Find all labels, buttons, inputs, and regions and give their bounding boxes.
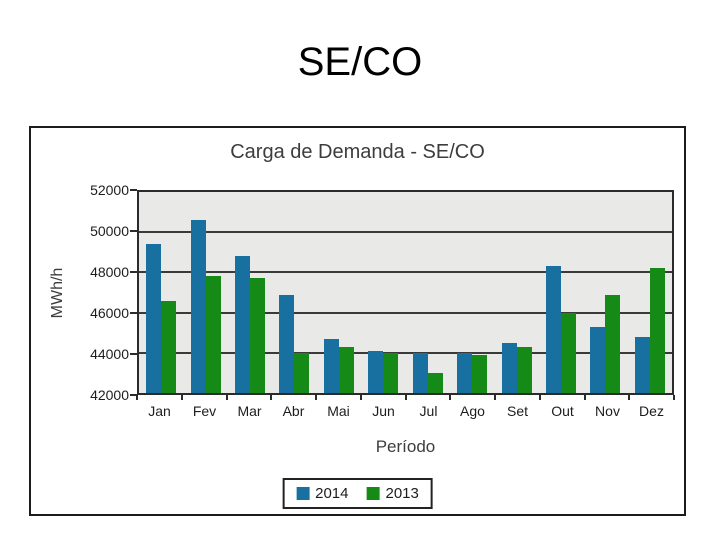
- bar-2014-dez: [634, 337, 650, 393]
- x-tick-mark-5: [360, 395, 362, 400]
- bar-2014-ago: [457, 353, 473, 393]
- x-tick-mark-6: [405, 395, 407, 400]
- y-tick-label-50000: 50000: [90, 223, 129, 239]
- x-tick-mark-8: [494, 395, 496, 400]
- bar-2014-mar: [235, 256, 251, 393]
- x-tick-mark-12: [673, 395, 675, 400]
- bar-group-set: [494, 343, 538, 393]
- x-tick-label-dez: Dez: [639, 403, 664, 419]
- bar-group-dez: [628, 268, 672, 393]
- bar-2013-jan: [161, 301, 177, 393]
- x-tick-label-out: Out: [551, 403, 574, 419]
- bar-2014-jun: [368, 351, 384, 393]
- legend-swatch-2013: [366, 487, 380, 500]
- x-tick-label-abr: Abr: [282, 403, 305, 419]
- y-tick-label-46000: 46000: [90, 305, 129, 321]
- y-tick-mark-46000: [130, 312, 137, 314]
- bar-2014-nov: [590, 327, 606, 393]
- bar-group-jan: [139, 244, 183, 393]
- x-tick-label-jan: Jan: [148, 403, 171, 419]
- bar-2013-dez: [649, 268, 665, 393]
- x-tick-label-jul: Jul: [419, 403, 438, 419]
- bar-2013-set: [516, 347, 532, 393]
- bar-2013-jul: [427, 373, 443, 393]
- legend: 2014 2013: [282, 478, 433, 509]
- y-tick-mark-50000: [130, 230, 137, 232]
- bar-2013-nov: [605, 295, 621, 393]
- x-tick-mark-1: [181, 395, 183, 400]
- x-tick-label-fev: Fev: [192, 403, 217, 419]
- gridline-44000: [139, 352, 672, 354]
- x-tick-mark-7: [449, 395, 451, 400]
- y-tick-label-44000: 44000: [90, 346, 129, 362]
- x-tick-label-mar: Mar: [237, 403, 262, 419]
- bar-2014-fev: [190, 220, 206, 393]
- bar-2013-abr: [294, 353, 310, 393]
- bar-group-out: [539, 266, 583, 393]
- x-tick-mark-2: [226, 395, 228, 400]
- plot-area: [137, 190, 674, 395]
- y-tick-mark-48000: [130, 271, 137, 273]
- x-tick-mark-9: [539, 395, 541, 400]
- bar-2014-jan: [146, 244, 162, 393]
- bar-2013-ago: [472, 355, 488, 393]
- x-tick-mark-4: [315, 395, 317, 400]
- bar-group-ago: [450, 353, 494, 393]
- legend-label-2014: 2014: [315, 485, 349, 502]
- x-tick-mark-3: [270, 395, 272, 400]
- x-tick-label-mai: Mai: [327, 403, 350, 419]
- bar-group-mar: [228, 256, 272, 393]
- x-tick-mark-11: [628, 395, 630, 400]
- x-axis-label: Período: [375, 437, 436, 456]
- bar-2014-out: [546, 266, 561, 393]
- x-tick-label-jun: Jun: [372, 403, 395, 419]
- bar-2014-set: [501, 343, 517, 393]
- bar-group-mai: [317, 339, 361, 393]
- legend-item-2014: 2014: [296, 485, 349, 502]
- bar-2013-jun: [383, 353, 399, 393]
- axis-layer: 52000 50000 48000 46000 44000 42000 Jan Fev Mar A…: [31, 128, 684, 514]
- chart-container: Carga de Demanda - SE/CO MWh/h 52000 5000…: [29, 126, 686, 516]
- legend-item-2013: 2013: [366, 485, 419, 502]
- x-tick-label-set: Set: [506, 403, 528, 419]
- slide-title: SE/CO: [297, 40, 423, 84]
- x-tick-label-ago: Ago: [460, 403, 485, 419]
- gridline-46000: [139, 312, 672, 314]
- y-tick-mark-52000: [130, 189, 137, 191]
- legend-label-2013: 2013: [385, 485, 419, 502]
- bars-area: [139, 192, 672, 393]
- chart-title: Carga de Demanda - SE/CO: [230, 141, 485, 163]
- bar-2014-abr: [279, 295, 295, 393]
- bar-2014-mai: [323, 339, 339, 393]
- gridline-48000: [139, 271, 672, 273]
- gridline-50000: [139, 231, 672, 233]
- bar-2013-fev: [205, 276, 221, 393]
- bar-group-fev: [183, 220, 227, 393]
- x-tick-mark-0: [136, 395, 138, 400]
- legend-swatch-2014: [296, 487, 310, 500]
- y-tick-mark-42000: [130, 394, 137, 396]
- bar-group-abr: [272, 295, 316, 393]
- x-tick-label-nov: Nov: [595, 403, 620, 419]
- bar-2013-mai: [338, 347, 354, 393]
- bar-group-nov: [583, 295, 627, 393]
- bar-2014-jul: [412, 353, 428, 393]
- bar-2013-mar: [250, 278, 266, 393]
- y-tick-label-52000: 52000: [90, 182, 129, 198]
- y-tick-label-42000: 42000: [90, 387, 129, 403]
- bar-group-jul: [406, 353, 450, 393]
- bar-2013-out: [561, 313, 576, 393]
- y-tick-mark-44000: [130, 353, 137, 355]
- x-tick-mark-10: [584, 395, 586, 400]
- y-tick-label-48000: 48000: [90, 264, 129, 280]
- bar-group-jun: [361, 351, 405, 393]
